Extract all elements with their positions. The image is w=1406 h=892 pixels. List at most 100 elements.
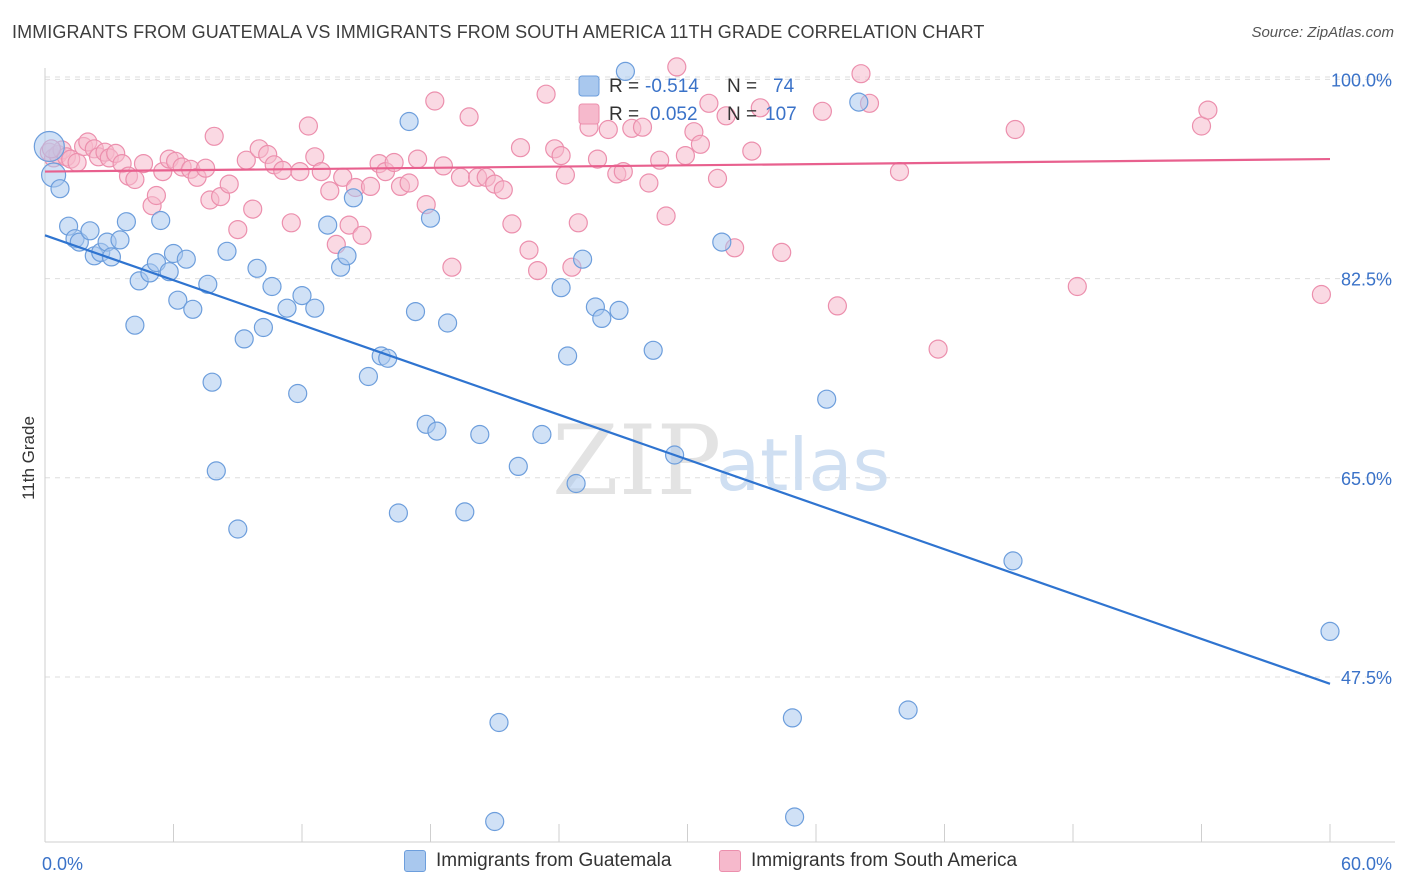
guatemala-point-0	[33, 130, 65, 163]
legend-r-value-2: 0.052	[650, 104, 698, 125]
south-america-point-6	[67, 152, 87, 173]
legend-swatch-guatemala	[404, 850, 426, 872]
chart-title: IMMIGRANTS FROM GUATEMALA VS IMMIGRANTS …	[12, 22, 985, 42]
south-america-point-28	[204, 126, 224, 146]
guatemala-point-73	[1320, 621, 1340, 642]
legend-blue-swatch	[578, 75, 600, 97]
guatemala-point-38	[337, 246, 357, 266]
south-america-point-48	[352, 225, 372, 245]
south-america-point-85	[656, 206, 676, 226]
south-america-point-92	[716, 106, 736, 126]
guatemala-point-61	[609, 300, 629, 320]
y-tick-label-1: 65.0%	[1341, 469, 1392, 489]
south-america-point-96	[772, 242, 792, 262]
watermark-atlas: atlas	[716, 423, 890, 507]
south-america-point-107	[1311, 284, 1332, 305]
legend-r-label-1: R =	[609, 76, 639, 97]
south-america-point-87	[675, 146, 696, 166]
south-america-point-104	[1067, 276, 1087, 297]
guatemala-point-65	[712, 232, 732, 252]
watermark: ZIP atlas	[552, 405, 890, 517]
south-america-point-49	[360, 176, 381, 196]
guatemala-trendline	[44, 234, 1331, 685]
legend-pink-swatch	[578, 103, 600, 125]
south-america-point-97	[812, 101, 833, 121]
guatemala-point-67	[782, 708, 803, 728]
guatemala-points	[33, 61, 1340, 832]
guatemala-point-69	[817, 389, 837, 409]
south-america-point-57	[425, 91, 445, 111]
south-america-point-60	[450, 167, 471, 187]
guatemala-point-13	[125, 315, 145, 335]
guatemala-point-11	[110, 230, 130, 250]
guatemala-point-70	[898, 700, 918, 720]
guatemala-point-33	[288, 383, 308, 404]
guatemala-point-72	[849, 92, 869, 112]
south-america-point-42	[311, 162, 331, 182]
guatemala-point-47	[420, 208, 441, 228]
guatemala-point-66	[485, 811, 505, 832]
legend-label-guatemala: Immigrants from Guatemala	[436, 850, 672, 871]
y-tick-label-0: 47.5%	[1341, 668, 1392, 688]
guatemala-point-39	[343, 188, 363, 208]
guatemala-point-32	[277, 298, 297, 318]
guatemala-point-12	[116, 212, 137, 232]
guatemala-point-54	[532, 424, 552, 445]
south-america-point-39	[290, 162, 310, 182]
guatemala-point-43	[388, 503, 408, 523]
south-america-point-38	[281, 213, 301, 233]
guatemala-point-60	[592, 308, 612, 328]
guatemala-point-48	[427, 421, 447, 441]
south-america-point-16	[125, 169, 145, 190]
south-america-point-106	[1198, 100, 1218, 120]
guatemala-point-63	[643, 340, 663, 360]
guatemala-point-21	[176, 249, 196, 269]
guatemala-point-22	[183, 299, 203, 319]
south-america-point-40	[298, 116, 318, 136]
south-america-point-65	[493, 180, 513, 200]
guatemala-point-28	[234, 329, 254, 349]
legend-item-guatemala: Immigrants from Guatemala	[404, 850, 671, 872]
south-america-point-78	[598, 119, 618, 140]
guatemala-point-20	[168, 290, 188, 310]
south-america-point-73	[555, 165, 576, 185]
south-america-point-68	[519, 240, 539, 260]
south-america-point-67	[510, 138, 531, 158]
guatemala-point-52	[489, 712, 509, 733]
south-america-point-101	[889, 162, 910, 182]
legend-label-south-america: Immigrants from South America	[751, 850, 1018, 871]
guatemala-point-25	[206, 461, 226, 481]
south-america-point-105	[1191, 116, 1212, 136]
south-america-point-55	[408, 149, 428, 169]
south-america-point-33	[243, 199, 263, 219]
x-tick-label-0: 0.0%	[42, 854, 83, 874]
legend-item-south-america: Immigrants from South America	[719, 850, 1017, 872]
guatemala-point-55	[551, 278, 571, 298]
legend-r-label-2: R =	[609, 104, 639, 125]
south-america-point-52	[384, 152, 404, 173]
legend-n-label-2: N =	[727, 104, 757, 125]
guatemala-point-29	[247, 258, 267, 278]
guatemala-point-26	[217, 241, 237, 261]
guatemala-point-17	[151, 210, 171, 231]
guatemala-point-51	[470, 424, 490, 445]
guatemala-point-2	[50, 179, 70, 199]
guatemala-point-10	[101, 247, 122, 267]
south-america-point-66	[502, 214, 522, 234]
series-legend: Immigrants from Guatemala Immigrants fro…	[0, 850, 1406, 880]
y-tick-label-3: 100.0%	[1331, 70, 1392, 90]
south-america-point-77	[587, 149, 608, 169]
y-tick-label-2: 82.5%	[1341, 270, 1392, 290]
legend-swatch-south-america	[719, 850, 741, 872]
stats-legend-svg: R = -0.514 N = 74 R = 0.052 N = 107	[578, 75, 797, 125]
south-america-point-86	[667, 57, 687, 77]
south-america-point-80	[613, 162, 633, 182]
south-america-point-26	[196, 158, 216, 178]
south-america-point-89	[690, 134, 711, 154]
south-america-point-83	[639, 173, 659, 193]
south-america-point-31	[228, 220, 248, 240]
guatemala-point-36	[318, 215, 338, 235]
south-america-point-75	[568, 213, 588, 233]
x-tick-label-1: 60.0%	[1341, 854, 1392, 874]
y-axis-label: 11th Grade	[19, 416, 38, 500]
